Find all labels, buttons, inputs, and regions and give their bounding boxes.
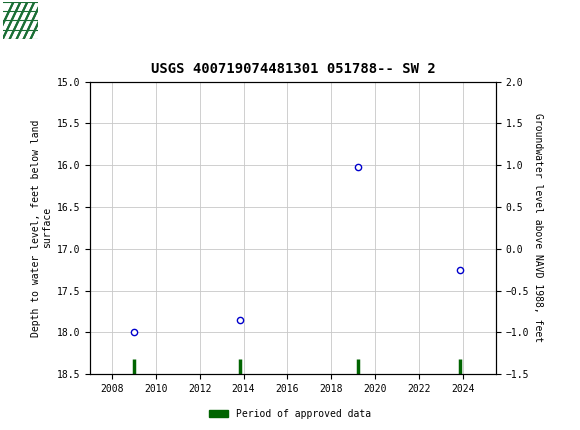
Legend: Period of approved data: Period of approved data: [205, 405, 375, 423]
Y-axis label: Depth to water level, feet below land
surface: Depth to water level, feet below land su…: [31, 119, 53, 337]
Text: USGS: USGS: [49, 13, 96, 28]
FancyBboxPatch shape: [3, 2, 43, 39]
Y-axis label: Groundwater level above NAVD 1988, feet: Groundwater level above NAVD 1988, feet: [533, 114, 543, 342]
Title: USGS 400719074481301 051788-- SW 2: USGS 400719074481301 051788-- SW 2: [151, 62, 435, 77]
